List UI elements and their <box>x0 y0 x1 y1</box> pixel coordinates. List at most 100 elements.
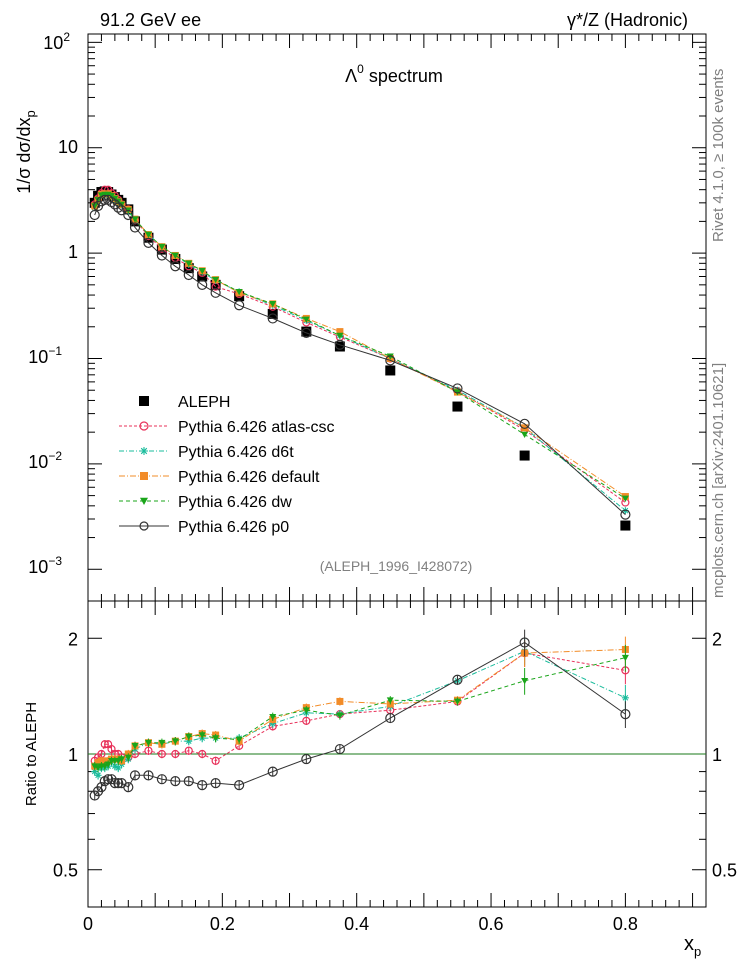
legend-entry-data: ALEPH <box>139 394 230 411</box>
point-dw <box>144 231 152 239</box>
point-dw <box>336 332 344 340</box>
ratio-ytick-label-right: 0.5 <box>712 861 737 881</box>
ratio-point-p0 <box>170 776 181 787</box>
energy-label: 91.2 GeV ee <box>100 10 201 30</box>
point-p0 <box>620 509 631 520</box>
point-p0 <box>106 196 117 208</box>
point-p0 <box>109 199 120 210</box>
ratio-point-p0 <box>143 770 154 781</box>
series-dw <box>91 191 629 502</box>
ratio-point-p0 <box>452 674 463 685</box>
ratio-point-dw <box>212 735 220 742</box>
ratio-point-dw <box>521 678 529 685</box>
ratio-point-dw <box>198 732 206 739</box>
legend-label-atlas_csc: Pythia 6.426 atlas-csc <box>178 419 335 436</box>
ratio-point-dw <box>302 707 310 714</box>
point-dw <box>302 316 310 323</box>
series-p0 <box>89 194 631 520</box>
ratio-point-p0 <box>334 743 346 755</box>
point-dw <box>621 495 629 502</box>
ratio-point-p0 <box>210 778 221 789</box>
ratio-point-dw <box>185 733 193 741</box>
point-data <box>620 520 631 531</box>
legend-entry-default: Pythia 6.426 default <box>119 469 320 486</box>
ratio-point-dw <box>91 763 99 770</box>
ratio-point-p0 <box>267 766 278 777</box>
ratio-point-dw <box>158 739 166 747</box>
point-p0 <box>113 202 124 213</box>
ratio-ytick-label-right: 2 <box>712 629 722 649</box>
legend-label-default: Pythia 6.426 default <box>178 469 320 486</box>
point-dw <box>386 353 394 360</box>
ratio-point-d6t <box>621 694 629 702</box>
ratio-point-dw <box>118 756 126 763</box>
series-d6t <box>91 191 629 515</box>
point-default <box>336 328 344 336</box>
series-line-atlas_csc <box>94 189 626 503</box>
ratio-series-group <box>89 629 631 801</box>
xtick-label: 0.2 <box>210 914 235 934</box>
point-p0 <box>452 383 463 394</box>
point-p0 <box>197 279 208 290</box>
ratio-series-p0 <box>89 629 631 801</box>
series-line-p0 <box>94 199 626 515</box>
ratio-point-p0 <box>301 753 312 765</box>
ratio-point-p0 <box>96 782 107 793</box>
point-data <box>452 401 463 412</box>
legend-entry-atlas_csc: Pythia 6.426 atlas-csc <box>119 419 335 436</box>
ratio-point-d6t <box>91 768 99 776</box>
point-p0 <box>210 287 221 298</box>
point-data <box>385 365 396 376</box>
xtick-label: 0.4 <box>344 914 369 934</box>
legend-label-d6t: Pythia 6.426 d6t <box>178 444 294 461</box>
point-p0 <box>385 355 396 366</box>
point-p0 <box>156 250 167 261</box>
legend-marker-data <box>139 396 149 406</box>
point-data <box>334 341 345 352</box>
xtick-label: 0.6 <box>479 914 504 934</box>
point-p0 <box>116 205 127 216</box>
ratio-point-d6t <box>94 771 102 779</box>
point-dw <box>521 431 529 439</box>
ratio-point-d6t <box>114 764 122 772</box>
point-dw <box>91 203 99 210</box>
ratio-panel: 0.5 0.51 12 2 Ratio to ALEPH 0 0.2 0.4 0.6 0.8 … <box>23 600 737 959</box>
ytick-label-10: 10 <box>58 137 78 157</box>
plot-title: Λ0 spectrum <box>345 62 443 86</box>
point-p0 <box>234 300 245 311</box>
series-line-dw <box>94 194 626 499</box>
ratio-ytick-label-right: 1 <box>712 745 722 765</box>
x-axis-label: xp <box>684 933 701 959</box>
series-data <box>89 186 631 531</box>
legend-label-data: ALEPH <box>178 394 230 411</box>
point-dw <box>198 267 206 275</box>
point-data <box>170 253 181 264</box>
point-dw <box>235 288 243 296</box>
ratio-point-p0 <box>234 780 245 791</box>
point-data <box>519 450 530 461</box>
legend-entry-p0: Pythia 6.426 p0 <box>119 519 289 536</box>
ratio-point-p0 <box>123 782 134 793</box>
ratio-point-dw <box>453 698 461 705</box>
legend-label-p0: Pythia 6.426 p0 <box>178 519 289 536</box>
legend-marker-dw <box>140 497 148 505</box>
ratio-line-p0 <box>94 641 626 796</box>
ratio-point-dw <box>621 654 629 662</box>
ratio-point-default <box>336 697 344 705</box>
point-p0 <box>267 313 278 324</box>
point-data <box>183 263 194 274</box>
point-data <box>210 279 221 290</box>
legend-entry-dw: Pythia 6.426 dw <box>119 494 292 511</box>
ytick-label-100: 102 <box>43 30 70 53</box>
point-p0 <box>129 222 141 233</box>
ratio-point-p0 <box>129 770 141 781</box>
ratio-point-dw <box>235 736 243 744</box>
point-dw <box>131 216 139 223</box>
point-dw <box>171 252 179 259</box>
ratio-point-atlas_csc <box>184 746 193 755</box>
ratio-point-atlas_csc <box>302 716 311 725</box>
x-tick-labels: 0 0.2 0.4 0.6 0.8 <box>83 914 638 934</box>
ratio-point-p0 <box>109 778 120 789</box>
point-p0 <box>170 261 181 272</box>
legend-marker-d6t <box>140 447 148 455</box>
